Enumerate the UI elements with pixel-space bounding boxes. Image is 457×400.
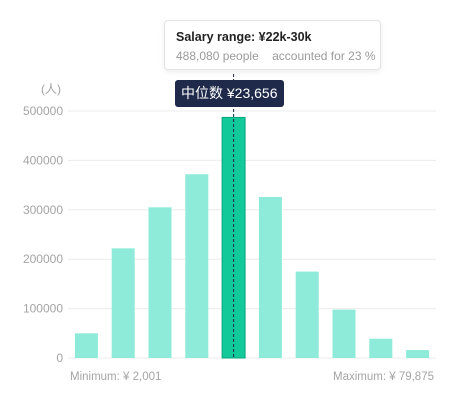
tooltip-share: accounted for 23 %	[272, 49, 376, 63]
bar-highlighted	[221, 116, 246, 359]
bar	[185, 174, 209, 358]
y-axis-unit: (人)	[41, 82, 61, 96]
y-tick-label: 400000	[23, 153, 63, 167]
bar	[406, 350, 430, 358]
bar	[369, 338, 393, 358]
y-tick-label: 100000	[23, 302, 63, 316]
bar	[111, 248, 135, 358]
y-tick-label: 200000	[23, 252, 63, 266]
tooltip: Salary range: ¥22k-30k 488,080 people ac…	[164, 20, 381, 70]
bar	[258, 196, 282, 358]
bar	[295, 271, 319, 358]
y-tick-label: 300000	[23, 203, 63, 217]
tooltip-people: 488,080 people	[176, 49, 259, 63]
tooltip-title: Salary range: ¥22k-30k	[176, 30, 312, 44]
tooltip-detail: 488,080 people accounted for 23 %	[176, 48, 376, 64]
max-label: Maximum: ¥ 79,875	[333, 371, 434, 383]
bar	[74, 333, 98, 358]
min-label: Minimum: ¥ 2,001	[70, 371, 161, 383]
bar	[148, 207, 172, 358]
y-tick-label: 500000	[23, 104, 63, 118]
y-tick-label: 0	[56, 351, 63, 365]
bar	[332, 309, 356, 358]
median-label: 中位数 ¥23,656	[175, 80, 284, 107]
